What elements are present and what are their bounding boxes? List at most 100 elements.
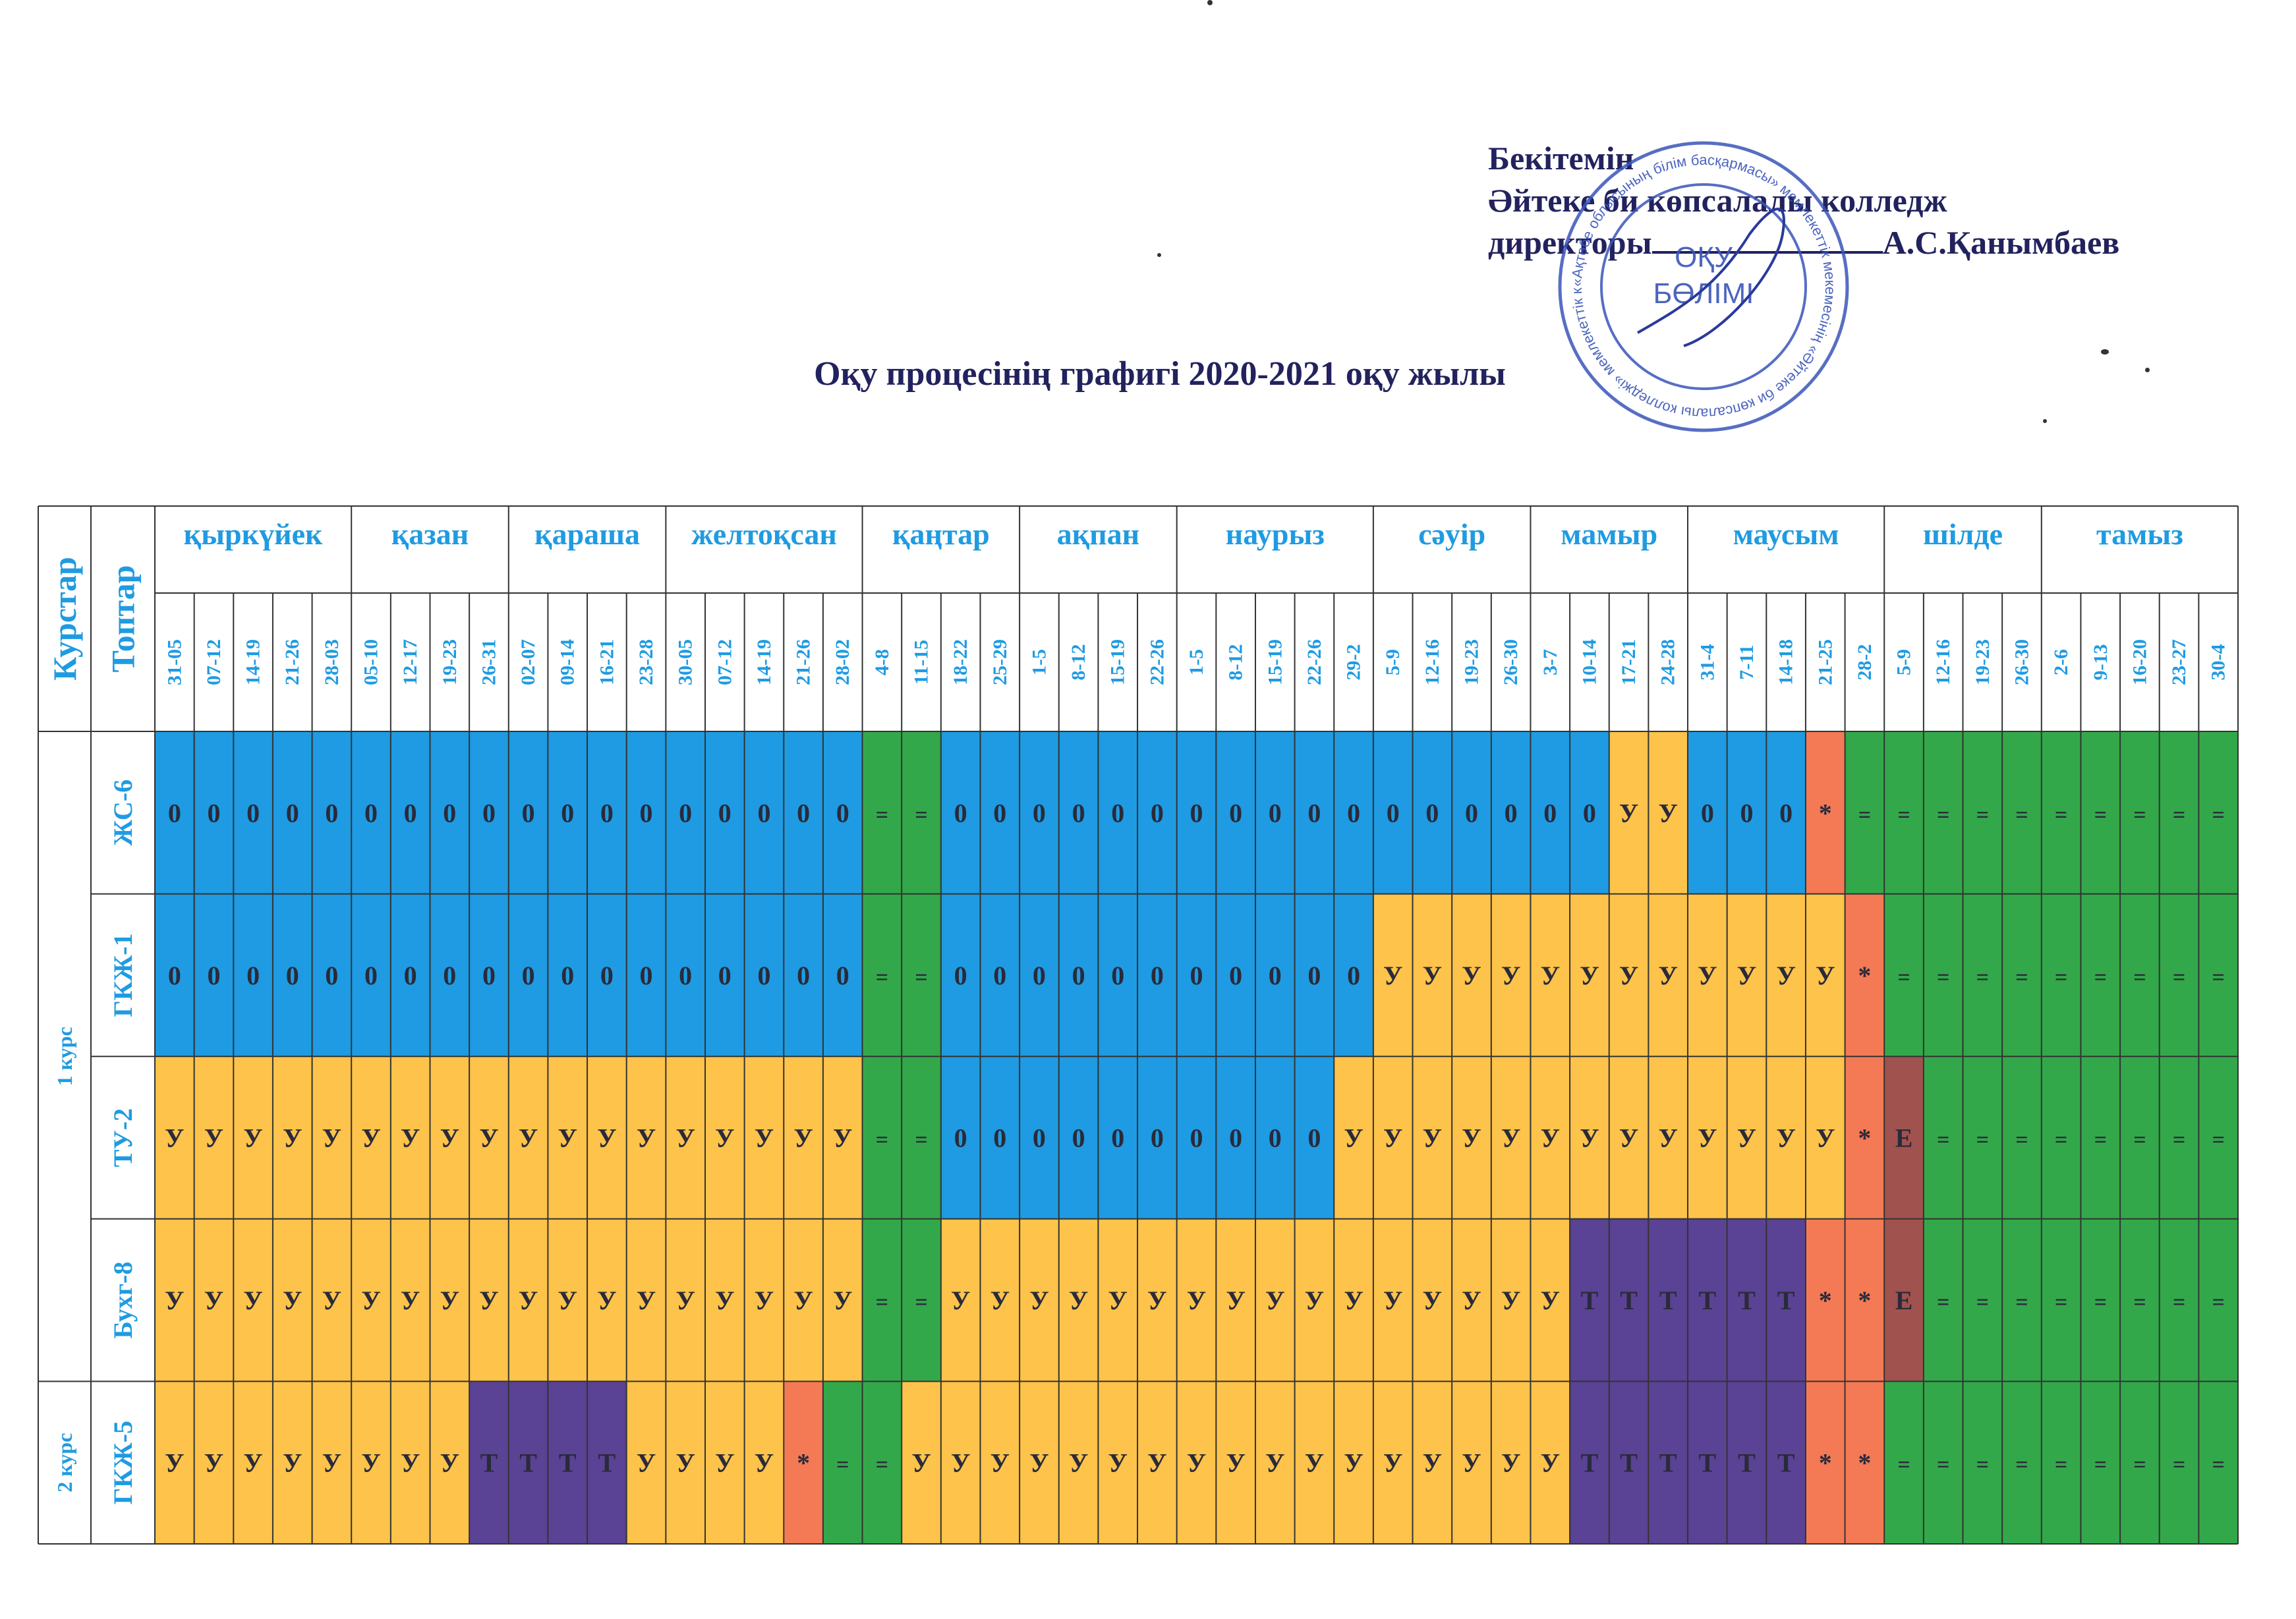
cell-symbol: * <box>1819 1286 1832 1315</box>
schedule-cell <box>1570 731 1610 894</box>
cell-symbol: 0 <box>246 798 260 828</box>
cell-symbol: 0 <box>718 798 732 828</box>
schedule-cell <box>1963 1381 2003 1544</box>
schedule-cell <box>2041 1056 2082 1219</box>
cell-symbol: * <box>1858 1123 1871 1153</box>
cell-symbol: 0 <box>797 961 810 990</box>
schedule-cell <box>1176 1381 1217 1544</box>
week-label: 15-19 <box>1264 639 1286 685</box>
schedule-cell <box>784 894 824 1057</box>
schedule-cell <box>233 894 273 1057</box>
cell-symbol: У <box>1737 961 1756 990</box>
schedule-cell <box>1923 731 1964 894</box>
schedule-cell <box>1688 731 1728 894</box>
schedule-cell <box>155 1381 195 1544</box>
cell-symbol: = <box>1976 803 1989 827</box>
cell-symbol: = <box>2055 1453 2067 1477</box>
schedule-cell <box>587 1056 627 1219</box>
week-label: 23-27 <box>2168 639 2190 685</box>
week-label: 2-6 <box>2050 649 2072 675</box>
cell-symbol: У <box>1619 961 1638 990</box>
cell-symbol: У <box>1383 1286 1402 1315</box>
month-label: желтоқсан <box>691 517 837 551</box>
week-label: 19-23 <box>439 639 461 685</box>
schedule-cell <box>1923 1381 1964 1544</box>
week-label: 02-07 <box>517 639 539 685</box>
cell-symbol: У <box>715 1286 734 1315</box>
cell-symbol: Е <box>1895 1286 1913 1315</box>
week-label: 26-30 <box>1500 639 1522 685</box>
group-label: Бухг-8 <box>108 1262 138 1339</box>
cell-symbol: У <box>243 1123 262 1153</box>
cell-symbol: = <box>2212 1128 2224 1152</box>
cell-symbol: = <box>2173 1128 2185 1152</box>
approval-block: Бекітемін Әйтеке би көпсалалы колледж ди… <box>1488 137 2253 264</box>
cell-symbol: У <box>1069 1286 1088 1315</box>
schedule-cell <box>744 1218 784 1382</box>
schedule-cell <box>704 731 745 894</box>
cell-symbol: У <box>911 1448 931 1478</box>
cell-symbol: У <box>1147 1448 1166 1478</box>
schedule-cell <box>1334 1056 1374 1219</box>
schedule-cell <box>1963 1056 2003 1219</box>
schedule-cell <box>2002 894 2042 1057</box>
cell-symbol: 0 <box>1111 798 1124 828</box>
schedule-cell <box>390 731 431 894</box>
cell-symbol: У <box>558 1286 577 1315</box>
cell-symbol: 0 <box>1347 798 1360 828</box>
cell-symbol: = <box>2055 803 2067 827</box>
schedule-cell <box>902 1218 942 1382</box>
week-label: 8-12 <box>1225 644 1247 681</box>
schedule-cell <box>390 1056 431 1219</box>
cell-symbol: = <box>2015 803 2028 827</box>
schedule-cell <box>469 894 509 1057</box>
schedule-cell <box>194 894 234 1057</box>
schedule-cell <box>508 731 549 894</box>
schedule-cell <box>2159 1381 2199 1544</box>
schedule-cell <box>1805 894 1846 1057</box>
schedule-cell <box>587 1381 627 1544</box>
cell-symbol: У <box>322 1286 341 1315</box>
cell-symbol: * <box>797 1448 810 1478</box>
cell-symbol: У <box>793 1286 813 1315</box>
cell-symbol: = <box>836 1453 849 1477</box>
scan-speck <box>2101 349 2109 355</box>
schedule-cell <box>862 731 902 894</box>
schedule-cell <box>155 894 195 1057</box>
schedule-cell <box>2120 731 2160 894</box>
cell-symbol: У <box>1305 1286 1324 1315</box>
month-label: тамыз <box>2096 517 2183 551</box>
week-label: 28-02 <box>832 639 853 685</box>
schedule-cell <box>2120 894 2160 1057</box>
schedule-cell <box>1530 894 1570 1057</box>
cell-symbol: У <box>1423 1286 1442 1315</box>
week-label: 12-16 <box>1932 639 1954 685</box>
cell-symbol: У <box>793 1123 813 1153</box>
schedule-cell <box>1019 1056 1060 1219</box>
cell-symbol: Т <box>1777 1448 1795 1478</box>
schedule-cell <box>2159 1218 2199 1382</box>
cell-symbol: У <box>1226 1448 1245 1478</box>
schedule-cell <box>508 894 549 1057</box>
schedule-cell <box>980 1056 1020 1219</box>
week-label: 05-10 <box>360 639 382 685</box>
schedule-cell <box>390 894 431 1057</box>
cell-symbol: У <box>479 1123 498 1153</box>
schedule-cell <box>1570 1056 1610 1219</box>
cell-symbol: = <box>876 803 888 827</box>
cell-symbol: У <box>1344 1123 1363 1153</box>
cell-symbol: = <box>876 1128 888 1152</box>
cell-symbol: 0 <box>404 798 417 828</box>
cell-symbol: 0 <box>757 961 770 990</box>
schedule-cell <box>1570 894 1610 1057</box>
schedule-cell <box>626 1056 666 1219</box>
cell-symbol: = <box>2015 1290 2028 1315</box>
cell-symbol: У <box>1501 1123 1520 1153</box>
schedule-cell <box>1019 894 1060 1057</box>
schedule-cell <box>1216 894 1256 1057</box>
schedule-cell <box>1491 1218 1532 1382</box>
month-label: шілде <box>1923 517 2003 551</box>
cell-symbol: 0 <box>325 961 338 990</box>
schedule-cell <box>1648 731 1688 894</box>
schedule-cell <box>548 1218 588 1382</box>
